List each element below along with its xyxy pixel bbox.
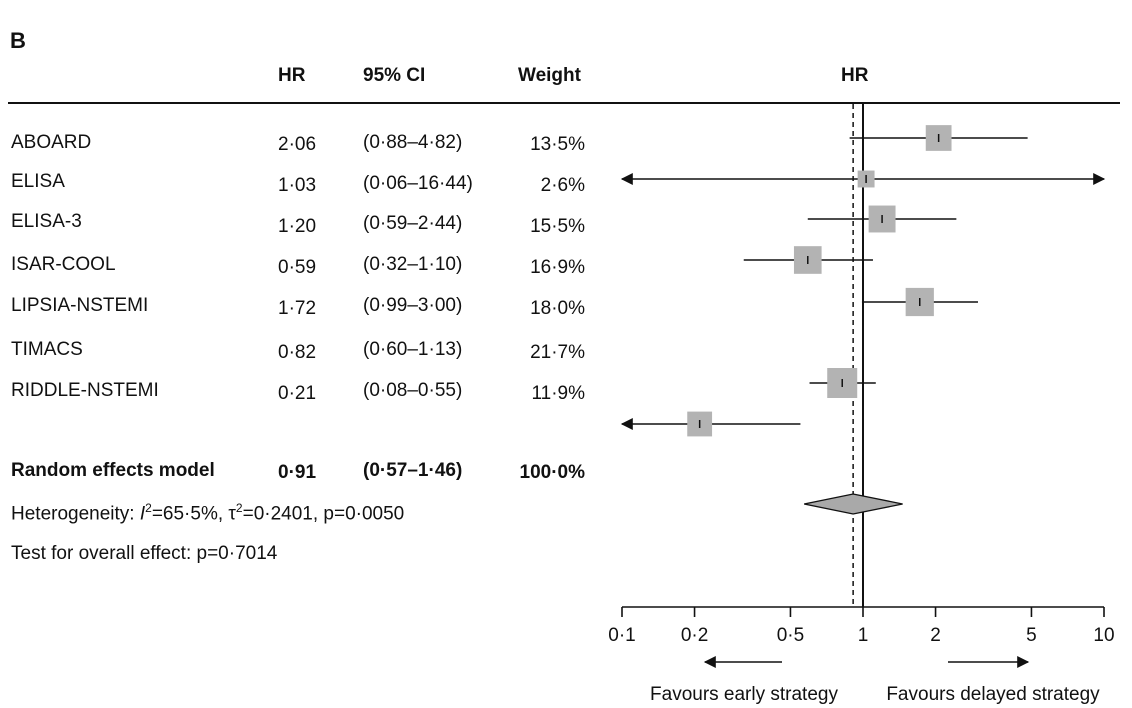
study-weight: 15·5% — [530, 216, 585, 237]
study-weight: 16·9% — [530, 257, 585, 278]
x-tick-label: 1 — [858, 625, 869, 646]
summary-hr: 0·91 — [278, 462, 317, 483]
summary-diamond — [804, 493, 903, 515]
header-hr: HR — [278, 65, 306, 86]
i2-symbol: I — [139, 503, 146, 525]
x-tick-label: 2 — [930, 625, 941, 646]
study-hr: 2·06 — [278, 134, 317, 155]
heterogeneity-prefix: Heterogeneity: — [11, 503, 140, 525]
overall-effect-text: Test for overall effect: p=0·7014 — [11, 543, 278, 564]
tau-sup: 2 — [235, 501, 243, 515]
study-ci: (0·06–16·44) — [363, 173, 473, 194]
study-ci: (0·59–2·44) — [363, 213, 463, 234]
x-tick-label: 10 — [1093, 625, 1114, 646]
study-name: ELISA — [11, 171, 65, 192]
header-ci: 95% CI — [363, 65, 426, 86]
tau-value: =0·2401, p=0·0050 — [242, 503, 405, 525]
i2-sup: 2 — [145, 501, 152, 515]
study-hr: 1·72 — [278, 298, 317, 319]
i2-value: =65·5%, — [151, 503, 229, 525]
study-ci: (0·88–4·82) — [363, 132, 463, 153]
header-plot-hr: HR — [841, 65, 869, 86]
study-name: ELISA-3 — [11, 211, 82, 232]
header-weight: Weight — [518, 65, 581, 86]
summary-weight: 100·0% — [519, 462, 586, 483]
study-hr: 0·59 — [278, 257, 317, 278]
study-weight: 21·7% — [530, 342, 585, 363]
study-name: ABOARD — [11, 132, 92, 153]
heterogeneity-text: Heterogeneity: I2=65·5%, τ2=0·2401, p=0·… — [11, 502, 404, 523]
study-name: RIDDLE-NSTEMI — [11, 380, 159, 401]
summary-label: Random effects model — [11, 460, 215, 481]
study-weight: 11·9% — [531, 383, 585, 404]
study-name: ISAR-COOL — [11, 254, 116, 275]
study-name: LIPSIA-NSTEMI — [11, 295, 149, 316]
study-hr: 0·82 — [278, 342, 317, 363]
study-ci: (0·32–1·10) — [363, 254, 463, 275]
panel-label: B — [10, 28, 26, 53]
study-weight: 13·5% — [530, 134, 585, 155]
study-hr: 1·20 — [278, 216, 317, 237]
study-name: TIMACS — [11, 339, 83, 360]
study-hr: 0·21 — [278, 383, 317, 404]
study-weight: 18·0% — [530, 298, 585, 319]
summary-ci: (0·57–1·46) — [363, 460, 463, 481]
study-ci: (0·08–0·55) — [363, 380, 463, 401]
x-tick-label: 0·2 — [681, 625, 708, 646]
header-divider — [8, 102, 1120, 104]
tau-symbol: τ — [228, 503, 236, 525]
favours-early-label: Favours early strategy — [650, 684, 838, 705]
favours-delayed-label: Favours delayed strategy — [886, 684, 1100, 705]
study-ci: (0·99–3·00) — [363, 295, 463, 316]
x-tick-label: 5 — [1026, 625, 1037, 646]
x-tick-label: 0·5 — [777, 625, 804, 646]
x-tick-label: 0·1 — [608, 625, 635, 646]
study-ci: (0·60–1·13) — [363, 339, 463, 360]
study-hr: 1·03 — [278, 175, 317, 196]
study-weight: 2·6% — [540, 175, 585, 196]
